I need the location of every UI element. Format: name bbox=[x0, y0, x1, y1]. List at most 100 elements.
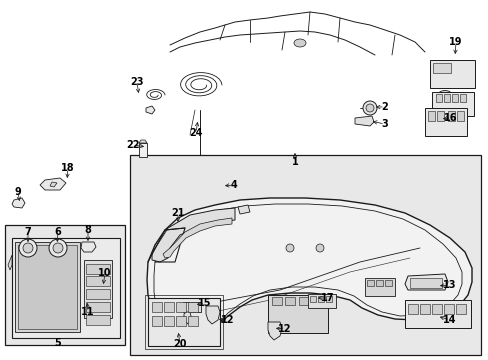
Text: 2: 2 bbox=[381, 102, 387, 112]
Text: 6: 6 bbox=[55, 227, 61, 237]
Bar bbox=[455, 304, 465, 314]
Text: 23: 23 bbox=[130, 77, 143, 87]
Polygon shape bbox=[267, 322, 282, 340]
Text: 16: 16 bbox=[443, 113, 457, 123]
Polygon shape bbox=[40, 178, 66, 190]
Bar bbox=[130, 155, 480, 355]
Bar bbox=[18, 245, 77, 329]
Polygon shape bbox=[354, 116, 373, 126]
Bar bbox=[86, 276, 110, 286]
Text: 12: 12 bbox=[278, 324, 291, 334]
Bar bbox=[384, 280, 391, 286]
Bar bbox=[5, 225, 125, 345]
Bar bbox=[145, 295, 223, 349]
Bar bbox=[176, 302, 185, 312]
Bar bbox=[443, 94, 449, 102]
Polygon shape bbox=[404, 274, 447, 290]
Bar bbox=[451, 94, 457, 102]
Bar bbox=[325, 296, 331, 302]
Text: 19: 19 bbox=[448, 37, 462, 47]
Text: 1: 1 bbox=[291, 157, 298, 167]
Polygon shape bbox=[81, 242, 96, 252]
Bar bbox=[366, 280, 373, 286]
Polygon shape bbox=[152, 208, 235, 262]
Circle shape bbox=[362, 101, 376, 115]
Bar bbox=[447, 111, 454, 121]
Text: 8: 8 bbox=[84, 225, 91, 235]
Polygon shape bbox=[146, 106, 155, 114]
Bar bbox=[429, 60, 474, 88]
Text: 3: 3 bbox=[381, 119, 387, 129]
Text: 20: 20 bbox=[173, 339, 186, 349]
Text: 4: 4 bbox=[230, 180, 237, 190]
Ellipse shape bbox=[293, 39, 305, 47]
Bar bbox=[183, 302, 201, 312]
Text: 22: 22 bbox=[126, 140, 140, 150]
Text: 9: 9 bbox=[15, 187, 21, 197]
Bar bbox=[317, 296, 324, 302]
Bar bbox=[431, 304, 441, 314]
Bar bbox=[309, 296, 315, 302]
Polygon shape bbox=[238, 205, 249, 214]
Polygon shape bbox=[163, 218, 231, 258]
Circle shape bbox=[315, 244, 324, 252]
Bar bbox=[407, 304, 417, 314]
Circle shape bbox=[23, 243, 33, 253]
Text: 17: 17 bbox=[321, 293, 334, 303]
Bar bbox=[307, 294, 335, 308]
Bar bbox=[148, 298, 220, 346]
Bar bbox=[86, 289, 110, 299]
Bar bbox=[459, 94, 465, 102]
Bar bbox=[176, 316, 185, 326]
Text: 7: 7 bbox=[24, 227, 31, 237]
Bar bbox=[375, 280, 382, 286]
Bar bbox=[311, 297, 321, 305]
Bar bbox=[84, 260, 112, 318]
Bar bbox=[419, 304, 429, 314]
Text: 10: 10 bbox=[98, 268, 112, 278]
Bar bbox=[409, 278, 441, 288]
Text: 12: 12 bbox=[221, 315, 234, 325]
Bar bbox=[432, 63, 450, 73]
Polygon shape bbox=[139, 140, 147, 143]
Bar bbox=[431, 92, 473, 116]
Circle shape bbox=[365, 104, 373, 112]
Circle shape bbox=[19, 239, 37, 257]
Bar bbox=[443, 304, 453, 314]
Polygon shape bbox=[8, 255, 12, 270]
Circle shape bbox=[285, 244, 293, 252]
Bar bbox=[436, 111, 443, 121]
Bar bbox=[424, 108, 466, 136]
Bar bbox=[163, 316, 174, 326]
Text: 14: 14 bbox=[442, 315, 456, 325]
Bar bbox=[152, 302, 162, 312]
Text: 5: 5 bbox=[55, 338, 61, 348]
Polygon shape bbox=[205, 306, 220, 324]
Polygon shape bbox=[183, 312, 192, 324]
Bar bbox=[139, 143, 147, 157]
Bar bbox=[427, 111, 434, 121]
Bar bbox=[152, 316, 162, 326]
Bar bbox=[285, 297, 294, 305]
Circle shape bbox=[49, 239, 67, 257]
Bar bbox=[187, 316, 198, 326]
Ellipse shape bbox=[437, 90, 451, 99]
Polygon shape bbox=[12, 198, 25, 208]
Text: 13: 13 bbox=[442, 280, 456, 290]
Bar bbox=[86, 264, 110, 274]
Text: 11: 11 bbox=[81, 307, 95, 317]
Bar bbox=[86, 315, 110, 325]
Polygon shape bbox=[50, 182, 57, 187]
Bar bbox=[12, 238, 120, 338]
Text: 18: 18 bbox=[61, 163, 75, 173]
Bar bbox=[267, 295, 327, 333]
Bar bbox=[163, 302, 174, 312]
Circle shape bbox=[53, 243, 63, 253]
Bar bbox=[364, 278, 394, 296]
Text: 24: 24 bbox=[189, 128, 203, 138]
Bar bbox=[187, 302, 198, 312]
Bar bbox=[86, 302, 110, 312]
Text: 21: 21 bbox=[171, 208, 184, 218]
Bar bbox=[404, 300, 470, 328]
Bar bbox=[271, 297, 282, 305]
